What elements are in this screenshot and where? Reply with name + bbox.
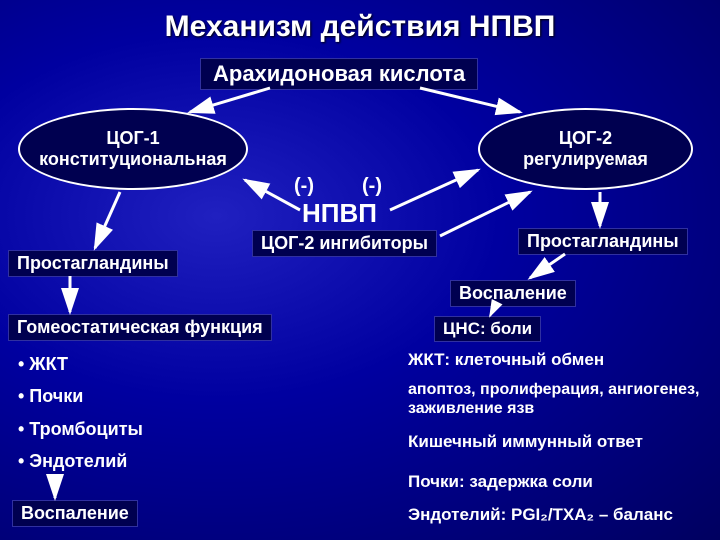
bullet-kidney: • Почки: [18, 380, 143, 412]
arachidonic-box: Арахидоновая кислота: [200, 58, 478, 90]
cox1-line1: ЦОГ-1: [39, 128, 227, 149]
gkt-text: ЖКТ: клеточный обмен: [408, 350, 604, 370]
kidney-text: Почки: задержка соли: [408, 472, 593, 492]
cox2-inhibitors-box: ЦОГ-2 ингибиторы: [252, 230, 437, 257]
bullet-gkt: • ЖКТ: [18, 348, 143, 380]
inflam-right-box: Воспаление: [450, 280, 576, 307]
nsaid-label: НПВП: [302, 198, 377, 229]
bullet-platelets: • Тромбоциты: [18, 413, 143, 445]
slide-title: Механизм действия НПВП: [0, 0, 720, 48]
inflam-left-box: Воспаление: [12, 500, 138, 527]
homeostatic-box: Гомеостатическая функция: [8, 314, 272, 341]
endothelium-text: Эндотелий: PGI₂/TXA₂ – баланс: [408, 505, 673, 525]
minus-right: (-): [362, 175, 382, 198]
pg-right-box: Простагландины: [518, 228, 688, 255]
cox1-ellipse: ЦОГ-1 конституциональная: [18, 108, 248, 190]
cns-box: ЦНС: боли: [434, 316, 541, 342]
cox2-ellipse: ЦОГ-2 регулируемая: [478, 108, 693, 190]
minus-left: (-): [294, 175, 314, 198]
apoptosis-text: апоптоз, пролиферация, ангиогенез, зажив…: [408, 380, 708, 418]
cox1-line2: конституциональная: [39, 149, 227, 170]
left-bullet-list: • ЖКТ • Почки • Тромбоциты • Эндотелий: [18, 348, 143, 478]
cox2-line2: регулируемая: [523, 149, 648, 170]
cox2-line1: ЦОГ-2: [523, 128, 648, 149]
pg-left-box: Простагландины: [8, 250, 178, 277]
bullet-endothelium: • Эндотелий: [18, 445, 143, 477]
immune-text: Кишечный иммунный ответ: [408, 432, 643, 452]
